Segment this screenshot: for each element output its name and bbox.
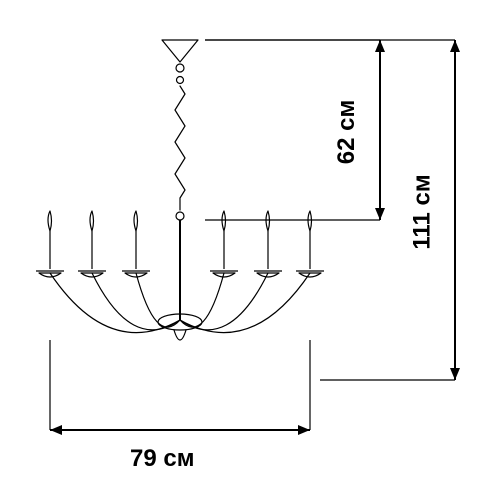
dimension-total-label: 111 см [409, 174, 437, 249]
dimension-width-label: 79 см [130, 445, 194, 473]
chandelier-dimension-drawing [0, 0, 500, 500]
dimension-chain-label: 62 см [333, 100, 361, 164]
diagram-canvas: 79 см 62 см 111 см [0, 0, 500, 500]
